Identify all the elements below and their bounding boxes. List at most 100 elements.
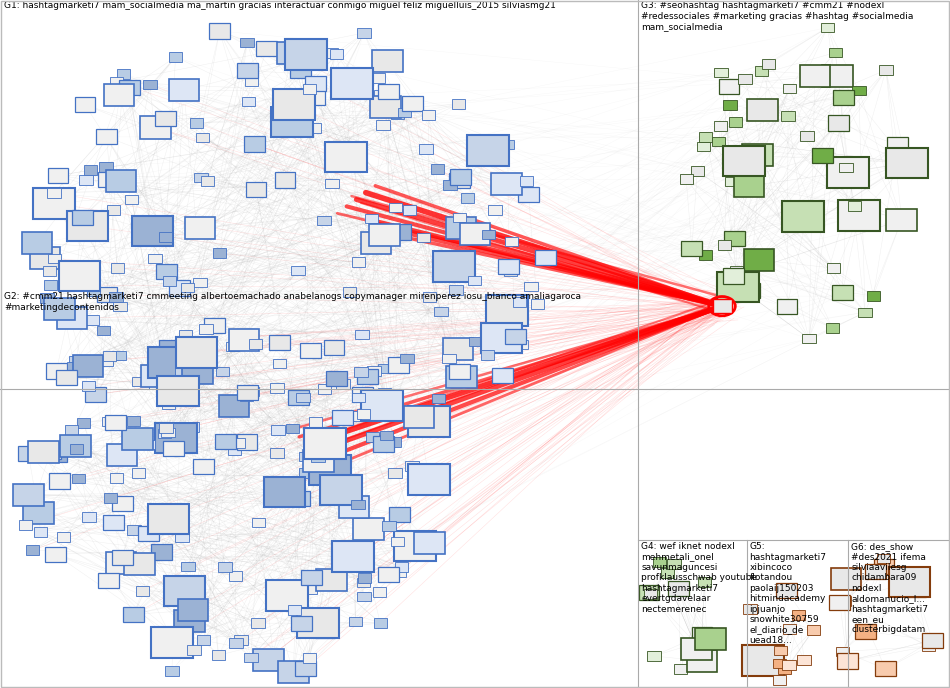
Bar bbox=[196, 133, 209, 142]
Bar bbox=[723, 268, 744, 283]
Bar bbox=[408, 407, 449, 437]
Bar bbox=[110, 473, 124, 483]
Bar bbox=[56, 369, 77, 385]
Bar bbox=[800, 131, 813, 141]
Bar bbox=[467, 276, 481, 286]
Bar bbox=[535, 250, 556, 265]
Bar bbox=[723, 146, 765, 176]
Bar bbox=[773, 675, 787, 685]
Bar bbox=[229, 638, 242, 648]
Bar bbox=[136, 586, 149, 596]
Bar bbox=[204, 318, 225, 333]
Bar bbox=[343, 287, 356, 297]
Bar bbox=[312, 452, 325, 462]
Bar bbox=[373, 438, 387, 447]
Bar bbox=[725, 177, 738, 186]
Bar bbox=[212, 650, 225, 660]
Bar bbox=[105, 169, 136, 191]
Bar bbox=[156, 111, 177, 126]
Bar bbox=[452, 99, 466, 109]
Bar bbox=[877, 554, 890, 563]
Bar bbox=[697, 142, 711, 151]
Bar bbox=[97, 287, 118, 302]
Bar bbox=[132, 469, 145, 478]
Bar bbox=[83, 512, 96, 522]
Bar bbox=[743, 604, 756, 614]
Bar bbox=[880, 65, 893, 75]
Bar bbox=[417, 233, 430, 242]
Bar bbox=[168, 79, 199, 101]
Bar bbox=[157, 376, 199, 406]
Bar bbox=[502, 140, 515, 149]
Bar bbox=[718, 78, 739, 94]
Bar bbox=[390, 506, 410, 522]
Bar bbox=[301, 570, 322, 585]
Bar bbox=[852, 85, 865, 95]
Bar bbox=[373, 436, 394, 451]
Bar bbox=[310, 455, 352, 485]
Bar bbox=[162, 428, 175, 438]
Bar bbox=[832, 286, 853, 301]
Bar bbox=[395, 562, 408, 572]
Bar bbox=[373, 618, 387, 627]
Bar bbox=[245, 182, 266, 197]
Bar bbox=[86, 315, 100, 325]
Bar bbox=[163, 276, 177, 286]
Bar bbox=[482, 230, 495, 239]
Bar bbox=[309, 417, 322, 427]
Bar bbox=[847, 202, 861, 211]
Bar bbox=[112, 350, 125, 360]
Bar bbox=[193, 278, 206, 288]
Bar bbox=[245, 76, 258, 86]
Bar bbox=[498, 259, 519, 274]
Bar bbox=[269, 335, 290, 350]
Bar bbox=[389, 468, 402, 477]
Bar bbox=[209, 23, 230, 39]
Bar bbox=[361, 391, 403, 421]
Bar bbox=[324, 340, 345, 355]
Bar bbox=[800, 65, 830, 87]
Bar bbox=[124, 553, 155, 575]
Bar bbox=[107, 205, 121, 215]
Bar bbox=[33, 189, 75, 219]
Bar bbox=[41, 444, 62, 459]
Bar bbox=[185, 217, 216, 239]
Bar bbox=[24, 502, 54, 524]
Bar bbox=[142, 440, 156, 449]
Bar bbox=[176, 366, 189, 376]
Bar bbox=[783, 83, 796, 93]
Bar bbox=[109, 292, 123, 301]
Bar bbox=[19, 520, 32, 530]
Bar bbox=[802, 334, 815, 343]
Bar bbox=[290, 63, 311, 78]
Bar bbox=[874, 559, 895, 574]
Bar bbox=[162, 399, 175, 409]
Bar bbox=[352, 387, 373, 402]
Bar bbox=[273, 89, 314, 120]
Bar bbox=[330, 49, 343, 58]
Bar bbox=[274, 358, 287, 368]
Bar bbox=[389, 202, 402, 212]
Bar bbox=[504, 237, 518, 246]
Text: G2: #cmm21 hashtagmarketi7 cmmeeting albertoemachado anabelanogs copymanager mir: G2: #cmm21 hashtagmarketi7 cmmeeting alb… bbox=[4, 292, 580, 312]
Bar bbox=[859, 308, 872, 317]
Bar bbox=[169, 281, 190, 296]
Bar bbox=[352, 500, 365, 510]
Bar bbox=[106, 444, 137, 466]
Bar bbox=[404, 406, 434, 428]
Bar bbox=[467, 136, 509, 166]
Bar bbox=[291, 616, 312, 632]
Bar bbox=[292, 266, 305, 275]
Bar bbox=[468, 336, 482, 346]
Bar bbox=[244, 136, 265, 151]
Bar bbox=[420, 144, 433, 154]
Text: G3: #seohashtag hashtagmarketi7 #cmm21 #nodexl
#redessociales #marketing gracias: G3: #seohashtag hashtagmarketi7 #cmm21 #… bbox=[641, 1, 914, 31]
Bar bbox=[213, 248, 226, 258]
Bar bbox=[352, 257, 366, 267]
Bar bbox=[449, 286, 463, 295]
Bar bbox=[300, 343, 321, 358]
Bar bbox=[44, 280, 57, 290]
Bar bbox=[382, 522, 395, 531]
Bar bbox=[111, 263, 124, 272]
Bar bbox=[104, 493, 117, 503]
